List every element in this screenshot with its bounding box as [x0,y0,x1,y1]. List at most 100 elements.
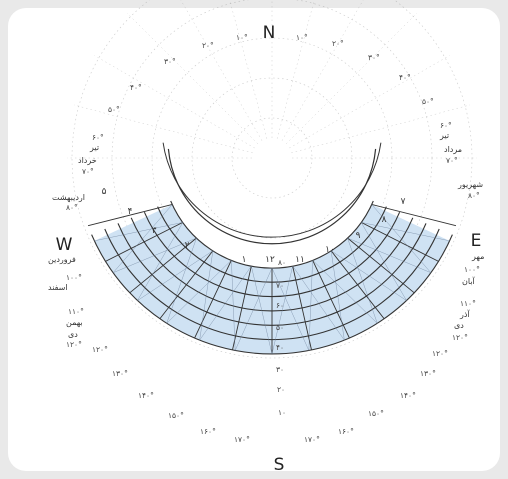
month-label: بهمن [66,318,83,327]
azimuth-label: ۵۰° [108,105,120,114]
date-degree: ۱۱۰° [68,307,84,316]
azimuth-labels: ۱۰° ۲۰° ۳۰° ۴۰° ۵۰° ۳۰° ۲۰° ۱۰° ۴۰° ۵۰° … [92,33,448,444]
cross-line [347,237,378,324]
date-degree: ۶۰° [92,133,104,142]
month-label: دی [68,330,78,339]
month-label: شهریور [457,180,483,189]
azimuth-ray [291,104,471,154]
altitude-label: ۳۰ [276,365,284,374]
azimuth-label: ۲۰° [202,41,214,50]
cross-line [347,237,431,273]
north-label: N [263,23,276,43]
date-degree: ۱۱۰° [460,299,476,308]
azimuth-ray [180,0,263,141]
azimuth-label: ۱۶۰° [338,427,354,436]
azimuth-label: ۱۰° [236,33,248,42]
cross-line [251,265,273,355]
cross-line [137,222,184,301]
date-degree: ۱۰۰° [464,265,480,274]
hour-line [232,265,252,351]
month-label: فروردین [48,255,76,264]
summer-arc [167,148,377,245]
hour-line [105,221,184,262]
altitude-circle [231,117,313,199]
hour-labels: ۱۲ ۱ ۲ ۳ ۴ ۵ ۱۱ ۱۰ ۹ ۸ ۷ [102,187,406,265]
azimuth-label: ۵۰° [422,97,434,106]
hour-label: ۸ [382,215,387,225]
cross-line [199,250,214,341]
cross-line [113,237,197,273]
month-label: مهر [471,252,484,261]
month-label: دی [454,321,464,330]
hour-line [312,260,350,339]
date-degree: ۸۰° [468,191,480,200]
altitude-label: ۱۰ [278,408,286,417]
date-degree: ۱۰۰° [66,273,82,282]
right-date-labels: ۶۰° تیر مرداد ۷۰° شهریور ۸۰° مهر ۱۰۰° آب… [439,121,484,342]
cross-line [112,204,173,273]
cross-line [371,204,432,273]
hour-label: ۱۱ [295,255,305,265]
cross-line [199,265,252,341]
band-lines [87,142,457,355]
cross-line [330,250,345,341]
hour-line [347,237,415,294]
azimuth-label: ۴۰° [130,83,142,92]
cross-line [292,265,345,341]
hour-label: ۲ [185,241,190,251]
date-degree: ۱۲۰° [66,340,82,349]
date-degree: ۷۰° [82,167,94,176]
month-label: تیر [439,131,449,140]
azimuth-label: ۱۳۰° [112,369,128,378]
month-label: تیر [89,143,99,152]
date-degree: ۶۰° [440,121,452,130]
altitude-label: ۵۰ [276,323,284,332]
azimuth-label: ۱۴۰° [138,391,154,400]
month-label: اردیبهشت [52,193,85,202]
altitude-grid [67,0,477,359]
azimuth-label: ۱۴۰° [400,391,416,400]
cross-line [271,265,293,355]
left-date-labels: ۶۰° تیر خرداد ۷۰° اردیبهشت ۸۰° فروردین ۱… [48,133,104,349]
hour-label: ۱۲ [265,255,275,265]
month-label: مرداد [444,145,462,154]
azimuth-label: ۱۲۰° [92,345,108,354]
hour-label: ۴ [128,207,133,217]
azimuth-label: ۱۵۰° [168,411,184,420]
cross-line [231,260,236,351]
azimuth-ray [94,55,255,149]
cross-line [234,267,273,351]
month-label: اسفند [48,283,68,292]
altitude-label: ۴۰ [276,343,284,352]
hour-label: ۵ [102,187,107,197]
azimuth-ray [73,104,253,154]
west-label: W [56,235,73,255]
hour-line [129,237,197,294]
cross-line [166,237,197,324]
azimuth-label: ۳۰° [164,57,176,66]
azimuth-label: ۱۰° [296,33,308,42]
hour-label: ۱ [242,255,247,265]
month-label: آذر [459,309,470,319]
altitude-label: ۲۰ [277,385,285,394]
azimuth-ray [126,12,259,145]
cross-line [94,222,183,242]
hour-label: ۹ [356,231,361,241]
azimuth-label: ۱۵۰° [368,409,384,418]
hour-line [194,260,232,339]
summer-arc [162,142,382,238]
hour-label: ۱۰ [325,245,335,255]
date-degree: ۸۰° [66,203,78,212]
hour-line [87,204,173,227]
altitude-label: ۷۰ [276,281,284,290]
azimuth-label: ۳۰° [368,53,380,62]
hour-line [159,250,214,320]
hour-label: ۷ [401,197,406,207]
azimuth-label: ۱۷۰° [304,435,320,444]
azimuth-label: ۴۰° [399,73,411,82]
date-degree: ۱۲۰° [452,333,468,342]
month-label: آبان [462,276,476,286]
month-label: خرداد [78,156,97,165]
azimuth-label: ۱۶۰° [200,427,216,436]
